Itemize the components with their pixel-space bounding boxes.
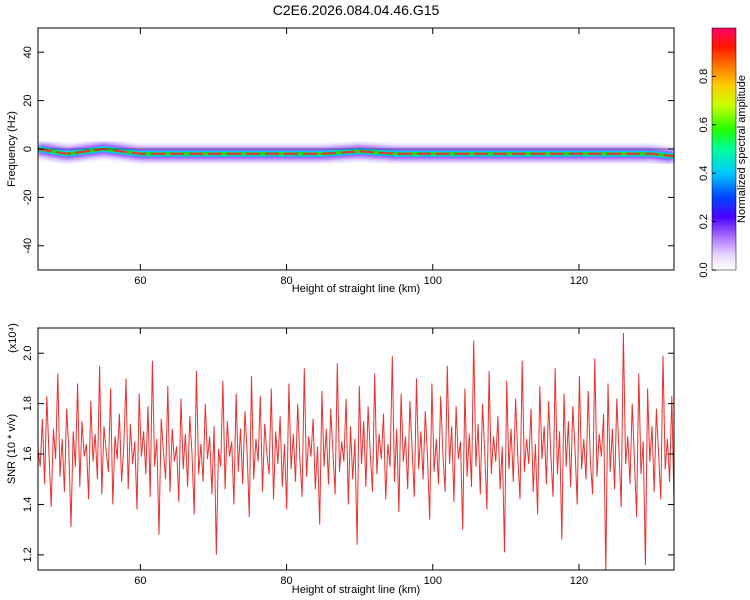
snr-series-line (38, 332, 674, 570)
colorbar-label: Normalized spectral amplitude (736, 75, 748, 223)
spectrogram-x-tick-label: 60 (134, 275, 146, 287)
colorbar-scale (711, 27, 737, 271)
snr-x-label: Height of straight line (km) (292, 584, 420, 596)
colorbar-tick-label: 0.8 (698, 69, 710, 84)
spectrogram-y-tick-label: 0 (22, 146, 34, 152)
colorbar-tick-label: 0.0 (698, 262, 710, 277)
spectrogram-y-label: Frequency (Hz) (6, 111, 18, 187)
snr-panel: 60 80 100 120 1.2 1.4 1.6 1.8 2.0 Height of stra… (6, 323, 675, 596)
snr-y-label: SNR (10 * v/v) (6, 414, 18, 484)
spectrogram-y-tick-label: 40 (22, 46, 34, 58)
snr-y-tick-label: 1.4 (22, 497, 34, 512)
snr-y-multiplier: (x10⁴) (7, 323, 19, 353)
colorbar-tick-label: 0.4 (698, 166, 710, 181)
snr-y-tick-label: 1.8 (22, 396, 34, 411)
snr-frame (37, 327, 675, 571)
snr-x-tick-label: 100 (424, 575, 442, 587)
colorbar: 0.0 0.2 0.4 0.6 0.8 Normalized spectral ampl… (698, 27, 748, 278)
snr-x-tick-label: 80 (280, 575, 292, 587)
spectrogram-x-tick-label: 120 (570, 275, 588, 287)
colorbar-tick-label: 0.6 (698, 117, 710, 132)
figure-title: C2E6.2026.084.04.46.G15 (273, 2, 440, 18)
spectral-band (38, 140, 674, 166)
spectrogram-x-label: Height of straight line (km) (292, 283, 420, 295)
snr-y-tick-label: 1.6 (22, 446, 34, 461)
snr-x-tick-label: 120 (570, 575, 588, 587)
snr-y-tick-label: 1.2 (22, 547, 34, 562)
snr-y-tick-label: 2.0 (22, 346, 34, 361)
snr-x-tick-label: 60 (134, 575, 146, 587)
colorbar-tick-label: 0.2 (698, 214, 710, 229)
spectrogram-axes: 60 80 100 120 -40 -20 0 20 40 (22, 28, 674, 287)
band-core (38, 148, 674, 158)
spectrogram-x-tick-label: 80 (280, 275, 292, 287)
snr-axes: 60 80 100 120 1.2 1.4 1.6 1.8 2.0 (22, 328, 674, 587)
spectrogram-x-tick-label: 100 (424, 275, 442, 287)
spectrogram-y-tick-label: -20 (22, 189, 34, 205)
spectrogram-panel: 60 80 100 120 -40 -20 0 20 40 Height of straight… (6, 27, 675, 295)
spectrogram-y-tick-label: -40 (22, 238, 34, 254)
spectrogram-y-tick-label: 20 (22, 94, 34, 106)
colorbar-ticks: 0.0 0.2 0.4 0.6 0.8 (698, 69, 716, 278)
